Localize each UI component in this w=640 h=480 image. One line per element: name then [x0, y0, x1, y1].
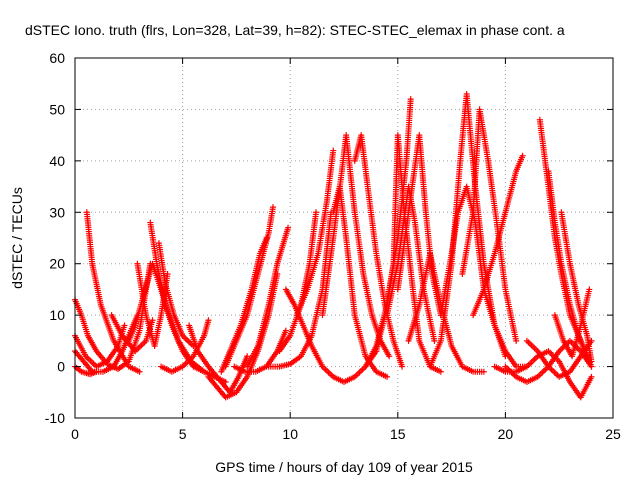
- data-point: [431, 337, 438, 344]
- data-point: [386, 353, 393, 360]
- data-point: [480, 368, 487, 375]
- x-tick-label: 0: [71, 426, 79, 442]
- data-point: [121, 322, 128, 329]
- data-point: [588, 337, 595, 344]
- data-point: [588, 358, 595, 365]
- data-point: [285, 224, 292, 231]
- data-point: [269, 204, 276, 211]
- y-tick-label: 60: [49, 50, 65, 66]
- data-point: [205, 317, 212, 324]
- x-tick-label: 10: [282, 426, 298, 442]
- x-tick-label: 15: [390, 426, 406, 442]
- y-tick-label: 30: [49, 204, 65, 220]
- data-point: [313, 209, 320, 216]
- x-tick-label: 20: [498, 426, 514, 442]
- x-axis-label: GPS time / hours of day 109 of year 2015: [215, 459, 473, 475]
- data-point: [588, 363, 595, 370]
- y-tick-label: 20: [49, 256, 65, 272]
- data-point: [136, 368, 143, 375]
- data-point: [282, 327, 289, 334]
- data-point: [407, 96, 414, 103]
- data-point: [437, 368, 444, 375]
- data-point: [513, 337, 520, 344]
- data-point: [584, 353, 591, 360]
- data-point: [93, 368, 100, 375]
- data-point: [588, 373, 595, 380]
- data-points: [72, 91, 595, 401]
- y-tick-label: 50: [49, 101, 65, 117]
- y-axis-label: dSTEC / TECUs: [9, 187, 25, 289]
- y-tick-label: 40: [49, 153, 65, 169]
- data-point: [149, 317, 156, 324]
- chart-title: dSTEC Iono. truth (flrs, Lon=328, Lat=39…: [25, 22, 565, 38]
- y-tick-label: -10: [45, 410, 65, 426]
- plot-frame: [74, 57, 614, 419]
- data-point: [399, 363, 406, 370]
- x-tick-label: 25: [605, 426, 621, 442]
- y-tick-label: 0: [57, 359, 65, 375]
- y-tick-label: 10: [49, 307, 65, 323]
- data-point: [244, 353, 251, 360]
- axis-ticks: 0 5 10 15 20 25 -10 0 10 20 30 40 50 60: [45, 50, 621, 442]
- data-point: [384, 373, 391, 380]
- x-tick-label: 5: [179, 426, 187, 442]
- data-point: [519, 152, 526, 159]
- data-point: [586, 286, 593, 293]
- data-point: [330, 147, 337, 154]
